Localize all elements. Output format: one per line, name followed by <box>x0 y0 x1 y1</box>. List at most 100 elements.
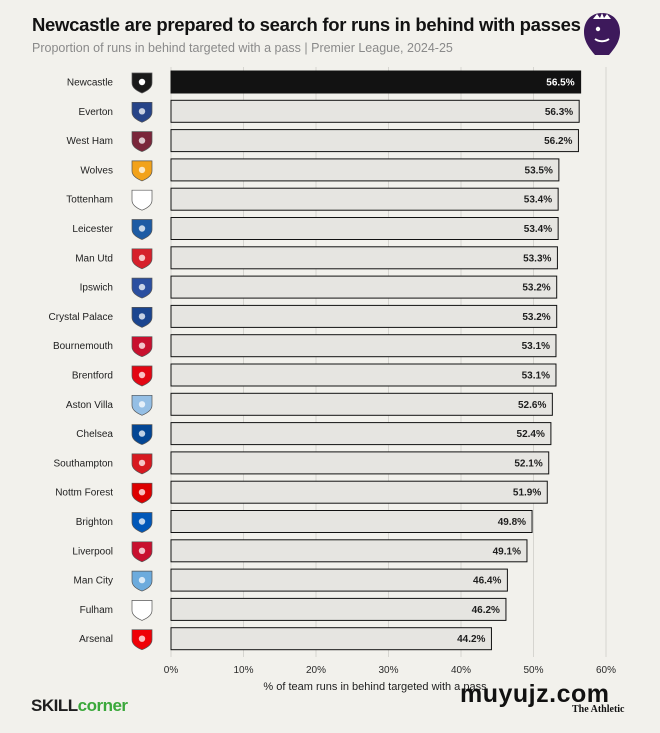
value-label: 44.2% <box>457 634 485 645</box>
bar <box>170 70 582 94</box>
bar <box>170 99 580 123</box>
value-label: 46.2% <box>472 605 500 616</box>
club-crest-icon <box>131 219 153 240</box>
chart-title: Newcastle are prepared to search for run… <box>32 14 581 35</box>
team-label: Tottenham <box>66 195 113 206</box>
club-crest-icon <box>131 512 153 533</box>
bar <box>170 334 557 358</box>
team-label: Fulham <box>80 605 113 616</box>
club-crest-icon <box>131 629 153 651</box>
club-crest-emblem <box>138 342 146 349</box>
value-label: 53.4% <box>524 224 552 235</box>
team-label: Southampton <box>54 458 114 469</box>
club-crest-emblem <box>138 166 146 174</box>
club-crest-emblem <box>138 430 146 437</box>
skillcorner-logo: SKILLcorner <box>31 696 128 716</box>
value-label: 52.6% <box>518 400 546 411</box>
value-label: 49.1% <box>493 546 521 557</box>
grid-lines <box>170 67 607 657</box>
x-tick-label: 50% <box>523 665 543 676</box>
watermark: muyujz.com <box>460 680 610 708</box>
team-label: Ipswich <box>80 283 113 294</box>
club-crest-emblem <box>138 283 146 291</box>
club-crest-icon <box>131 248 153 270</box>
bar <box>170 187 559 211</box>
club-crest-icon <box>131 101 153 123</box>
bar <box>170 422 552 446</box>
bar <box>170 129 579 153</box>
x-tick-label: 20% <box>306 665 326 676</box>
team-label: Leicester <box>72 224 113 235</box>
club-crest-emblem <box>138 225 146 232</box>
x-tick-label: 0% <box>164 665 179 676</box>
team-label: Newcastle <box>67 78 114 89</box>
club-crest-icon <box>131 72 153 94</box>
club-crest-emblem <box>138 606 146 613</box>
club-crest-icon <box>131 277 153 299</box>
skillcorner-logo-part-a: SKILL <box>31 696 78 715</box>
team-label: Arsenal <box>79 634 113 645</box>
club-crest-emblem <box>138 547 146 554</box>
club-crest-icon <box>131 131 153 152</box>
club-crest-emblem <box>138 459 146 467</box>
bar <box>170 451 550 475</box>
value-label: 49.8% <box>498 517 526 528</box>
team-label: Everton <box>79 107 113 118</box>
x-tick-label: 30% <box>378 665 398 676</box>
bar <box>170 392 553 416</box>
club-crest-icon <box>131 160 153 182</box>
team-label: Crystal Palace <box>49 312 114 323</box>
club-crest-icon <box>131 336 153 358</box>
value-label: 56.5% <box>546 78 574 89</box>
value-label: 52.4% <box>517 429 545 440</box>
x-tick-label: 10% <box>233 665 253 676</box>
team-label: Bournemouth <box>53 341 113 352</box>
team-label: Chelsea <box>76 429 113 440</box>
bar <box>170 304 558 328</box>
club-crest-icon <box>131 307 153 328</box>
bar <box>170 568 508 592</box>
club-crest-emblem <box>138 518 146 525</box>
x-axis: 0% 10% 20% 30% 40% 50% 60% <box>164 665 616 676</box>
value-label: 53.2% <box>522 283 550 294</box>
x-tick-label: 40% <box>451 665 471 676</box>
club-crest-icon <box>131 365 153 387</box>
team-label: Wolves <box>80 165 113 176</box>
value-label: 56.3% <box>545 107 573 118</box>
club-crest-icon <box>131 541 153 563</box>
club-crest-icon <box>131 482 153 504</box>
value-label: 46.4% <box>473 576 501 587</box>
bar <box>170 158 560 182</box>
team-label: Man Utd <box>75 253 113 264</box>
club-crest-emblem <box>138 108 146 115</box>
premier-league-lion-icon <box>584 13 620 55</box>
bar <box>170 510 533 533</box>
club-crest-icon <box>131 189 153 211</box>
club-crest-emblem <box>138 576 146 584</box>
value-label: 52.1% <box>514 458 542 469</box>
bar <box>170 627 492 651</box>
bars: Newcastle 56.5% Everton 56.3% West Ham 56.2% W… <box>49 70 582 651</box>
skillcorner-logo-part-b: corner <box>77 696 128 715</box>
bar <box>170 275 558 299</box>
club-crest-icon <box>131 424 153 445</box>
chart-subtitle: Proportion of runs in behind targeted wi… <box>32 41 453 55</box>
x-tick-label: 60% <box>596 665 616 676</box>
team-label: Brighton <box>76 517 113 528</box>
value-label: 51.9% <box>513 488 541 499</box>
club-crest-icon <box>131 570 153 592</box>
team-label: Brentford <box>72 371 113 382</box>
club-crest-icon <box>131 394 153 416</box>
club-crest-icon <box>131 453 153 475</box>
value-label: 56.2% <box>544 136 572 147</box>
bar <box>170 217 559 240</box>
team-label: Man City <box>74 576 113 587</box>
bar <box>170 539 528 563</box>
team-label: Nottm Forest <box>55 488 113 499</box>
club-crest-emblem <box>138 78 146 86</box>
club-crest-emblem <box>138 313 146 320</box>
club-crest-emblem <box>138 635 146 642</box>
team-label: Liverpool <box>72 546 113 557</box>
team-label: West Ham <box>67 136 114 147</box>
